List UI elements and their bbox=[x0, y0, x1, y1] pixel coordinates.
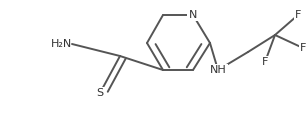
Text: S: S bbox=[96, 88, 103, 98]
Text: F: F bbox=[295, 10, 301, 20]
Text: F: F bbox=[300, 43, 306, 53]
Text: NH: NH bbox=[210, 65, 226, 75]
Text: F: F bbox=[262, 57, 268, 67]
Text: H₂N: H₂N bbox=[51, 39, 72, 49]
Text: N: N bbox=[189, 10, 197, 20]
